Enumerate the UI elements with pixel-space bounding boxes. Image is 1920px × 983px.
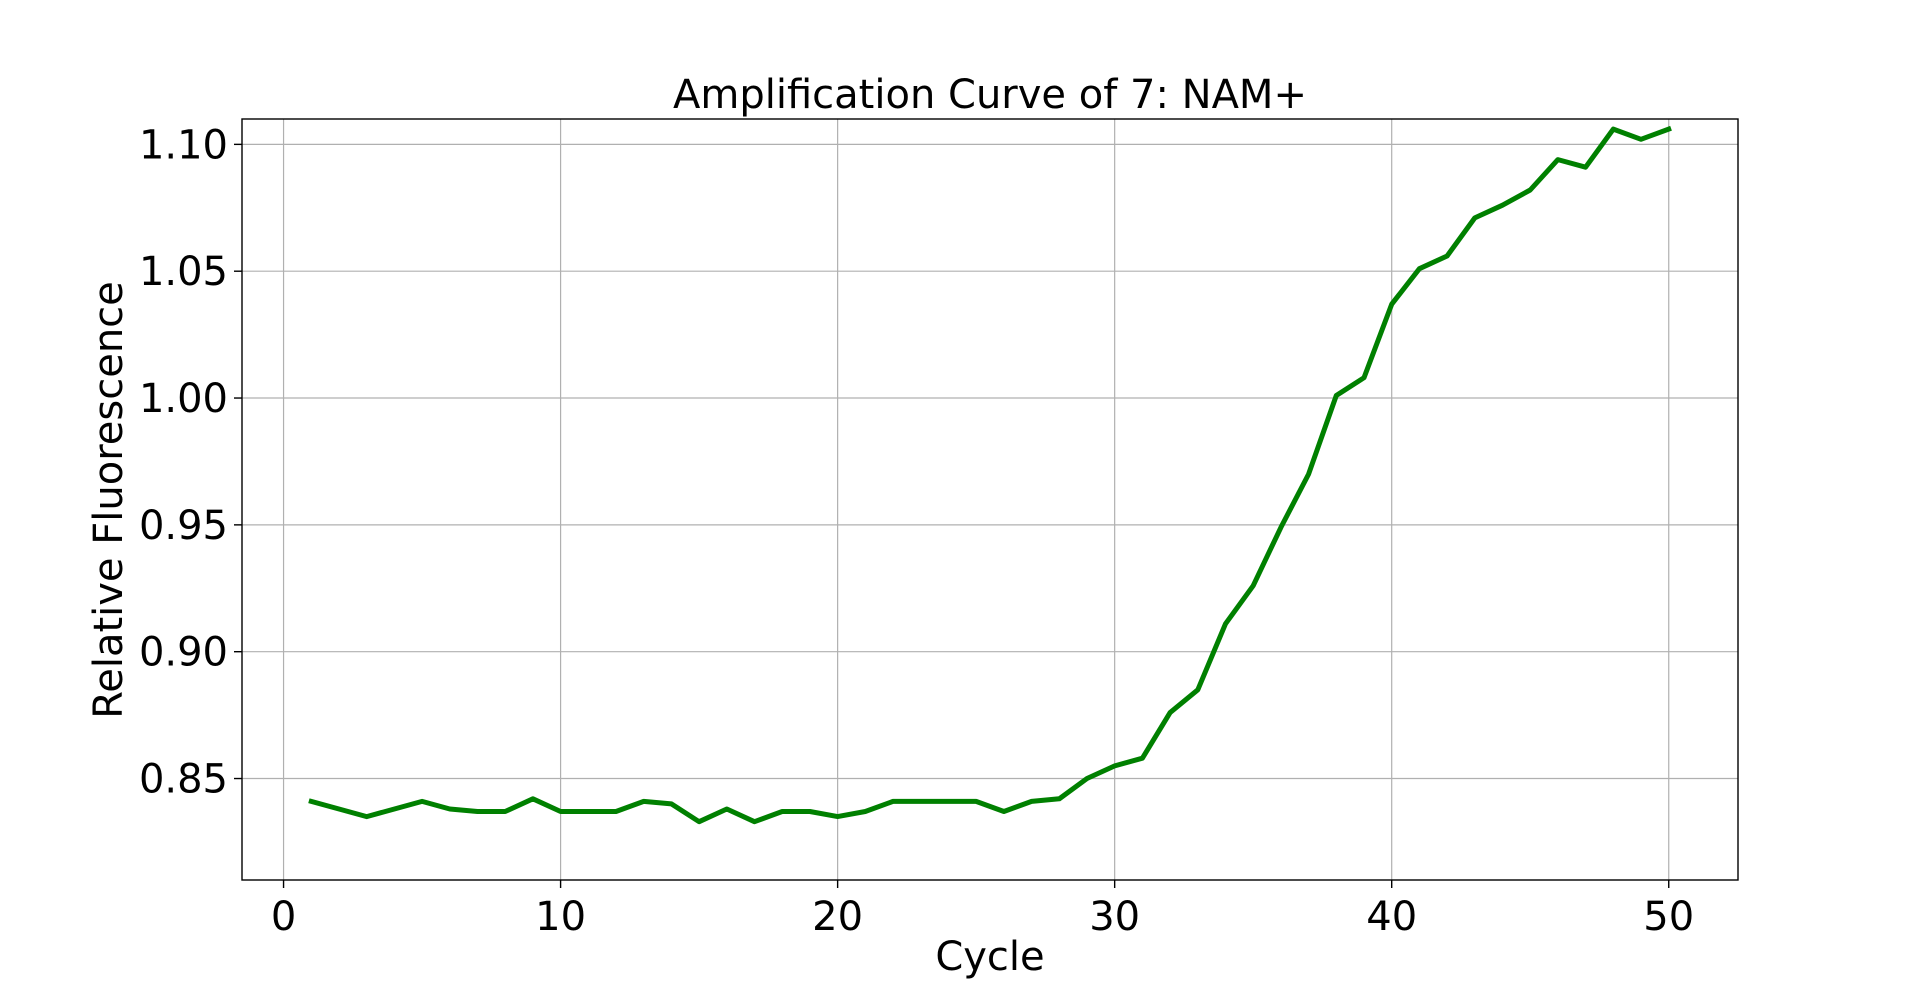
plot-frame <box>241 118 1739 881</box>
data-point <box>1474 217 1476 219</box>
y-tick-label: 1.05 <box>139 249 228 295</box>
data-point <box>1418 268 1420 270</box>
data-point <box>504 811 506 812</box>
grid <box>242 119 1738 880</box>
y-tick-label: 1.00 <box>139 376 228 422</box>
y-tick-label: 0.85 <box>139 757 228 803</box>
data-point <box>615 811 617 812</box>
data-point <box>1557 159 1559 161</box>
data-point <box>754 821 755 823</box>
x-axis-label: Cycle <box>935 934 1044 980</box>
data-point <box>864 811 866 812</box>
series-line <box>308 125 1672 825</box>
data-point <box>781 811 783 812</box>
data-point <box>421 800 423 802</box>
data-point <box>1529 189 1531 191</box>
data-point <box>1141 757 1143 759</box>
x-tick-label: 30 <box>1089 894 1140 940</box>
data-point <box>1086 778 1088 779</box>
data-point <box>1308 473 1310 475</box>
data-point <box>338 808 340 810</box>
data-point <box>809 811 811 812</box>
plot-area <box>308 125 1672 825</box>
y-tick-label: 1.10 <box>139 122 228 168</box>
data-point <box>1031 800 1033 802</box>
x-tick-label: 20 <box>812 894 863 940</box>
data-point <box>975 800 977 802</box>
data-point <box>698 821 700 823</box>
data-point <box>310 800 312 802</box>
data-point <box>560 811 562 812</box>
data-point <box>1114 765 1116 767</box>
data-point <box>1668 128 1670 130</box>
data-point <box>670 803 672 805</box>
data-point <box>1640 138 1642 140</box>
data-point <box>920 800 922 802</box>
axes-ticks: 0 10 20 30 40 50 0.85 0.90 0.95 1.00 1.05 1.10 <box>139 122 1694 940</box>
data-point <box>1391 303 1393 305</box>
data-point <box>837 816 839 818</box>
x-tick-label: 50 <box>1643 894 1694 940</box>
data-point <box>892 800 894 802</box>
data-point <box>1502 204 1503 206</box>
data-point <box>1197 689 1199 691</box>
data-point <box>643 800 645 802</box>
y-tick-label: 0.90 <box>139 630 228 676</box>
data-point <box>1335 395 1337 396</box>
data-point <box>366 816 368 818</box>
data-point <box>1003 811 1005 812</box>
data-point <box>947 800 949 802</box>
y-tick-label: 0.95 <box>139 503 228 549</box>
chart-title: Amplification Curve of 7: NAM+ <box>673 72 1307 118</box>
data-point <box>1280 526 1282 528</box>
data-point <box>1612 128 1614 130</box>
data-point <box>1169 712 1171 714</box>
data-point <box>1225 623 1226 625</box>
y-axis-label: Relative Fluorescence <box>86 281 132 719</box>
data-point <box>532 798 534 800</box>
data-point <box>1446 255 1448 257</box>
data-point <box>449 808 451 810</box>
data-point <box>477 811 478 812</box>
data-point <box>393 808 395 810</box>
data-point <box>1363 377 1365 379</box>
data-point <box>726 808 728 810</box>
data-point <box>1252 585 1254 587</box>
x-tick-label: 0 <box>271 894 296 940</box>
x-tick-label: 10 <box>535 894 586 940</box>
data-point <box>587 811 589 812</box>
x-tick-label: 40 <box>1366 894 1417 940</box>
data-point <box>1585 166 1587 168</box>
data-point <box>1058 798 1060 800</box>
